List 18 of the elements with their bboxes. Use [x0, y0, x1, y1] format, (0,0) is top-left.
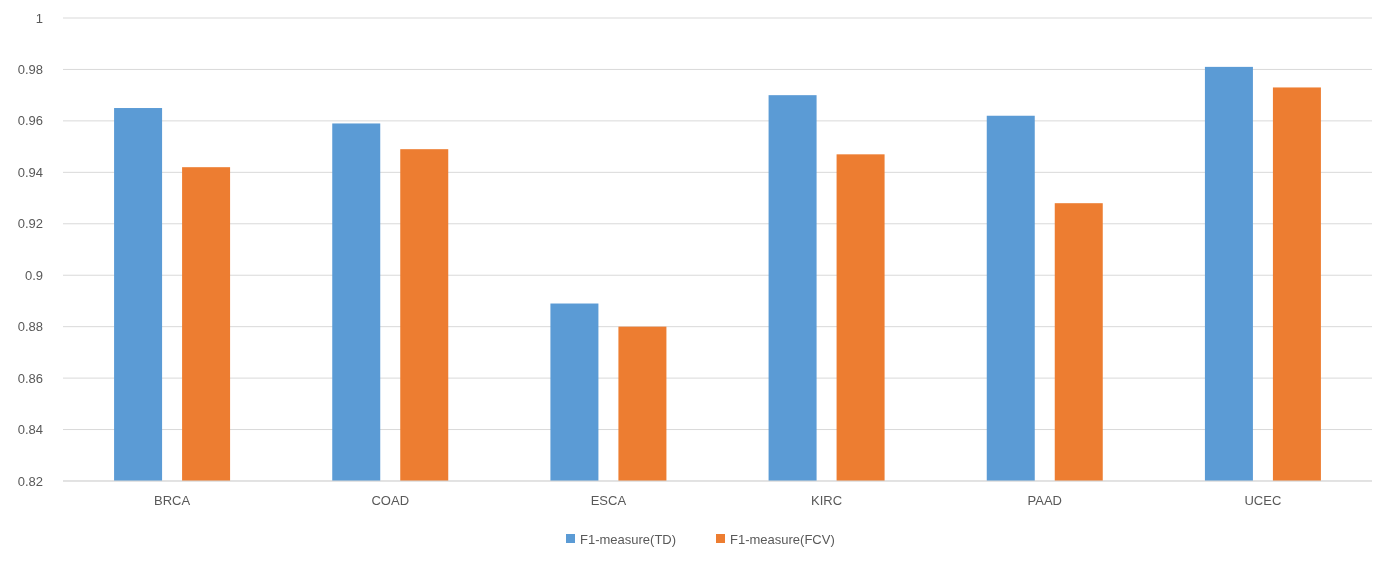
x-tick-label: BRCA — [154, 493, 191, 508]
x-tick-label: ESCA — [590, 493, 627, 508]
y-tick-label: 0.92 — [17, 216, 43, 232]
legend-label: F1-measure(TD) — [580, 531, 677, 547]
x-tick-label: PAAD — [1027, 493, 1062, 508]
y-tick-label: 0.94 — [17, 164, 43, 180]
x-tick-label: KIRC — [811, 493, 843, 508]
x-tick-label: COAD — [371, 493, 410, 508]
y-tick-label: 1 — [35, 10, 43, 26]
y-tick-label: 0.9 — [24, 267, 43, 283]
y-tick-label: 0.84 — [17, 422, 43, 438]
y-tick-label: 0.96 — [17, 113, 43, 129]
legend-label: F1-measure(FCV) — [730, 531, 835, 547]
y-tick-label: 0.88 — [17, 319, 43, 335]
y-tick-label: 0.98 — [17, 61, 43, 77]
y-tick-label: 0.82 — [17, 473, 43, 489]
x-tick-label: UCEC — [1244, 493, 1282, 508]
y-tick-label: 0.86 — [17, 370, 43, 386]
